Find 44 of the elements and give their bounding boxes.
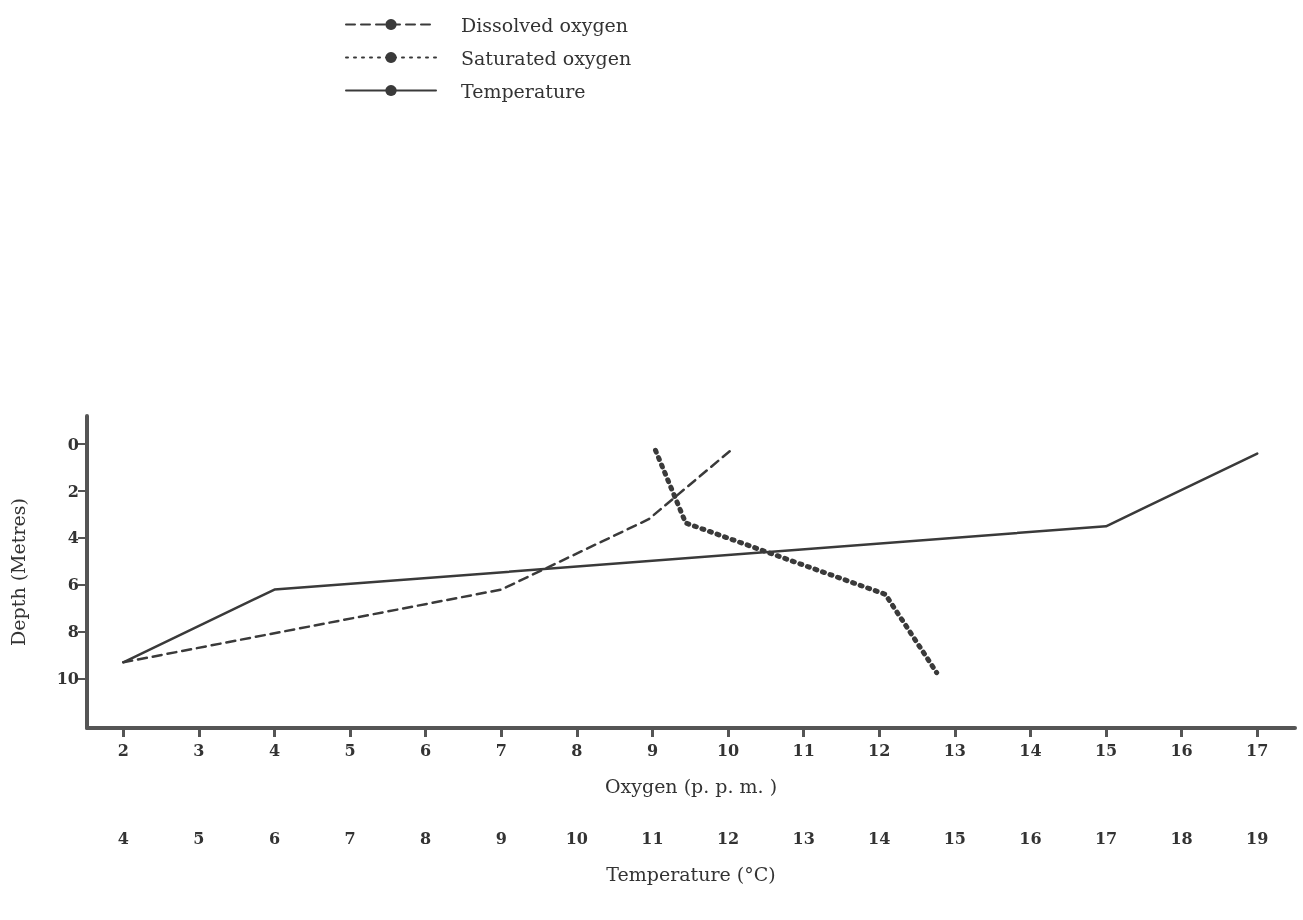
x2-axis-title: Temperature (°C) bbox=[606, 862, 776, 885]
x-tick-label: 10 bbox=[716, 740, 740, 760]
x2-tick-label: 10 bbox=[565, 828, 588, 848]
x-tick-label: 5 bbox=[344, 740, 356, 760]
x-tick-label: 15 bbox=[1094, 740, 1118, 760]
legend-label: Saturated oxygen bbox=[461, 46, 632, 69]
x2-tick-label: 4 bbox=[117, 828, 129, 848]
x2-tick-label: 9 bbox=[495, 828, 507, 848]
x-tick-label: 6 bbox=[420, 740, 432, 760]
legend-label: Temperature bbox=[461, 79, 586, 102]
x2-tick-label: 11 bbox=[641, 828, 664, 848]
x2-tick-label: 19 bbox=[1246, 828, 1269, 848]
y-tick-label: 10 bbox=[56, 669, 79, 689]
legend-label: Dissolved oxygen bbox=[461, 13, 629, 36]
x-tick-label: 2 bbox=[117, 740, 129, 760]
x-tick-label: 14 bbox=[1019, 740, 1042, 760]
y-tick-label: 2 bbox=[67, 481, 79, 501]
x2-tick-label: 5 bbox=[193, 828, 205, 848]
x-tick-label: 16 bbox=[1170, 740, 1193, 760]
y-tick-label: 4 bbox=[67, 528, 79, 548]
y-tick-label: 8 bbox=[67, 622, 79, 642]
x2-tick-label: 16 bbox=[1019, 828, 1042, 848]
x2-tick-label: 7 bbox=[344, 828, 356, 848]
y-axis-title: Depth (Metres) bbox=[6, 498, 29, 646]
x-tick-label: 11 bbox=[792, 740, 815, 760]
x-tick-label: 12 bbox=[868, 740, 891, 760]
x-tick-label: 9 bbox=[646, 740, 659, 760]
x-tick-label: 13 bbox=[943, 740, 966, 760]
x2-tick-label: 17 bbox=[1094, 828, 1118, 848]
y-tick-label: 0 bbox=[67, 434, 79, 454]
x2-tick-label: 15 bbox=[943, 828, 966, 848]
x2-tick-label: 18 bbox=[1170, 828, 1193, 848]
x-tick-label: 17 bbox=[1246, 740, 1269, 760]
x-axis-title: Oxygen (p. p. m. ) bbox=[604, 774, 778, 797]
x-tick-label: 8 bbox=[571, 740, 583, 760]
x2-tick-label: 12 bbox=[716, 828, 740, 848]
x2-tick-label: 8 bbox=[420, 828, 432, 848]
x2-tick-label: 14 bbox=[868, 828, 891, 848]
x-tick-label: 7 bbox=[495, 740, 507, 760]
y-tick-label: 6 bbox=[67, 575, 79, 595]
x2-tick-label: 6 bbox=[268, 828, 281, 848]
x-tick-label: 3 bbox=[193, 740, 205, 760]
x-tick-label: 4 bbox=[268, 740, 281, 760]
x2-tick-label: 13 bbox=[792, 828, 815, 848]
